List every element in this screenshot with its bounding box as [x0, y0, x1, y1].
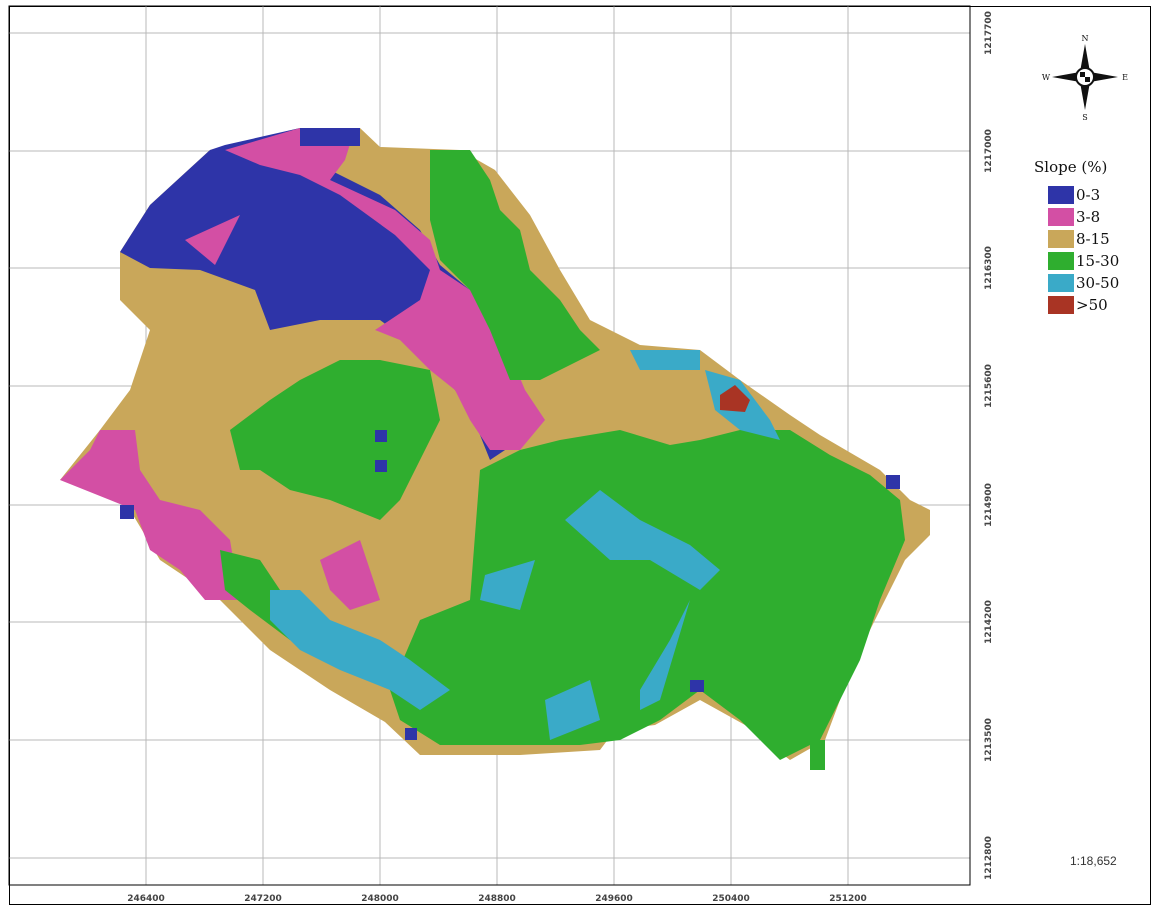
legend-label: 8-15 [1076, 230, 1110, 248]
legend-item: 15-30 [1048, 250, 1148, 272]
legend-item: 0-3 [1048, 184, 1148, 206]
legend-label: 0-3 [1076, 186, 1101, 204]
y-axis-ticks: 1217700 1217000 1216300 1215600 1214900 … [984, 11, 994, 880]
x-tick-label: 248000 [361, 894, 399, 904]
y-tick-label: 1214900 [984, 483, 994, 527]
legend-item: 8-15 [1048, 228, 1148, 250]
legend-swatch [1048, 252, 1074, 270]
east-label: E [1122, 73, 1128, 82]
slope-polygons [60, 128, 930, 770]
legend-swatch [1048, 208, 1074, 226]
x-tick-label: 249600 [595, 894, 633, 904]
north-label: N [1082, 34, 1089, 43]
y-tick-label: 1216300 [984, 246, 994, 290]
slope-area-15-30-center [230, 360, 440, 520]
legend-label: 3-8 [1076, 208, 1101, 226]
legend-item: >50 [1048, 294, 1148, 316]
slope-area-15-30-east [390, 430, 905, 760]
legend-swatch [1048, 230, 1074, 248]
legend-swatch [1048, 274, 1074, 292]
x-axis-ticks: 246400 247200 248000 248800 249600 25040… [127, 894, 867, 904]
y-tick-label: 1214200 [984, 600, 994, 644]
slope-area-0-3 [120, 128, 520, 460]
slope-area-30-50-f [630, 350, 700, 370]
legend-item: 30-50 [1048, 272, 1148, 294]
map-neatline [8, 5, 971, 886]
legend-label: 15-30 [1076, 252, 1120, 270]
legend-label: >50 [1076, 296, 1108, 314]
south-label: S [1082, 113, 1087, 122]
legend-title: Slope (%) [1034, 158, 1108, 176]
y-tick-label: 1212800 [984, 836, 994, 880]
y-tick-label: 1217000 [984, 129, 994, 173]
slope-area-3-8-center [320, 540, 380, 610]
slope-area-30-50-e [545, 680, 600, 740]
slope-area-3-8-patch [185, 215, 240, 265]
x-tick-label: 250400 [712, 894, 750, 904]
slope-area-30-50-b [480, 560, 535, 610]
slope-area-3-8-west [60, 430, 240, 600]
x-tick-label: 246400 [127, 894, 165, 904]
x-tick-label: 248800 [478, 894, 516, 904]
legend-item: 3-8 [1048, 206, 1148, 228]
slope-area-30-50-a [565, 490, 720, 590]
west-label: W [1042, 73, 1051, 82]
legend: Slope (%) 0-3 3-8 8-15 15-30 30-50 >50 [1028, 158, 1148, 316]
north-arrow-icon: N S E W [1042, 34, 1128, 122]
y-tick-label: 1217700 [984, 11, 994, 55]
x-tick-label: 247200 [244, 894, 282, 904]
slope-area-30-50-c [270, 590, 450, 710]
scale-label: 1:18,652 [1070, 854, 1117, 868]
slope-area-3-8-north [225, 128, 545, 450]
slope-area-over-50 [720, 385, 750, 412]
slope-area-30-50-d [640, 600, 690, 710]
y-tick-label: 1213500 [984, 718, 994, 762]
y-tick-label: 1215600 [984, 364, 994, 408]
legend-label: 30-50 [1076, 274, 1120, 292]
legend-swatch [1048, 186, 1074, 204]
legend-swatch [1048, 296, 1074, 314]
slope-area-15-30-north [430, 150, 600, 380]
x-tick-label: 251200 [829, 894, 867, 904]
